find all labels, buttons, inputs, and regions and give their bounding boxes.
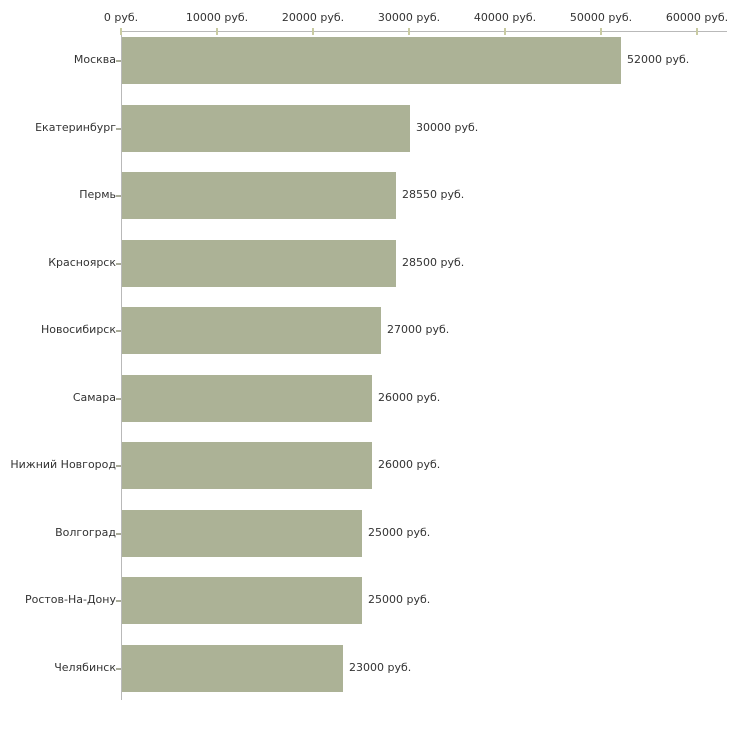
value-label: 26000 руб.: [378, 390, 441, 404]
category-label: Пермь: [79, 187, 116, 201]
y-tick-mark: [116, 59, 121, 62]
value-label: 30000 руб.: [416, 120, 479, 134]
value-label: 28550 руб.: [402, 187, 465, 201]
bar: [122, 240, 396, 287]
bar: [122, 510, 362, 557]
category-label: Челябинск: [54, 660, 116, 674]
category-label: Нижний Новгород: [10, 457, 116, 471]
x-tick-label: 50000 руб.: [569, 11, 633, 24]
bar: [122, 37, 621, 84]
bar: [122, 172, 396, 219]
value-label: 25000 руб.: [368, 592, 431, 606]
category-label: Екатеринбург: [35, 120, 116, 134]
y-axis-line: [121, 31, 122, 700]
x-tick-mark: [120, 28, 122, 35]
value-label: 25000 руб.: [368, 525, 431, 539]
x-tick-label: 40000 руб.: [473, 11, 537, 24]
x-tick-label: 60000 руб.: [665, 11, 729, 24]
value-label: 52000 руб.: [627, 52, 690, 66]
x-tick-mark: [408, 28, 410, 35]
x-tick-mark: [312, 28, 314, 35]
x-tick-label: 30000 руб.: [377, 11, 441, 24]
bar: [122, 105, 410, 152]
bar: [122, 442, 372, 489]
y-tick-mark: [116, 397, 121, 400]
x-axis-line: [121, 31, 727, 32]
category-label: Ростов-На-Дону: [24, 592, 116, 606]
x-tick-label: 0 руб.: [103, 11, 139, 24]
y-tick-mark: [116, 127, 121, 130]
y-tick-mark: [116, 532, 121, 535]
value-label: 27000 руб.: [387, 322, 450, 336]
y-tick-mark: [116, 599, 121, 602]
bar: [122, 645, 343, 692]
y-tick-mark: [116, 262, 121, 265]
y-tick-mark: [116, 329, 121, 332]
x-tick-mark: [696, 28, 698, 35]
bar: [122, 307, 381, 354]
y-tick-mark: [116, 667, 121, 670]
category-label: Москва: [73, 52, 116, 66]
category-label: Самара: [72, 390, 116, 404]
value-label: 28500 руб.: [402, 255, 465, 269]
bar: [122, 375, 372, 422]
x-tick-label: 20000 руб.: [281, 11, 345, 24]
bar: [122, 577, 362, 624]
x-tick-mark: [216, 28, 218, 35]
x-tick-label: 10000 руб.: [185, 11, 249, 24]
value-label: 23000 руб.: [349, 660, 412, 674]
y-tick-mark: [116, 464, 121, 467]
category-label: Волгоград: [55, 525, 116, 539]
x-tick-mark: [504, 28, 506, 35]
value-label: 26000 руб.: [378, 457, 441, 471]
category-label: Новосибирск: [40, 322, 116, 336]
x-tick-mark: [600, 28, 602, 35]
category-label: Красноярск: [48, 255, 116, 269]
y-tick-mark: [116, 194, 121, 197]
